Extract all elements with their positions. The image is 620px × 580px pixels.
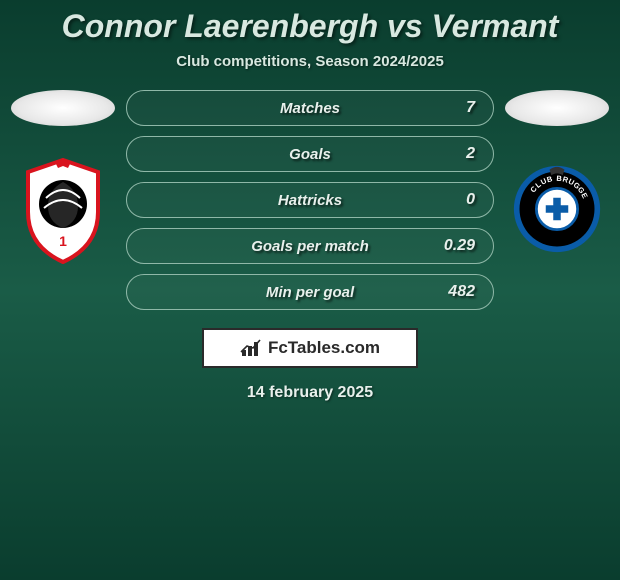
right-side: CLUB BRUGGE C L U B B R U G G E bbox=[502, 90, 612, 264]
stat-row: Goals 2 bbox=[126, 136, 494, 172]
stat-row: Min per goal 482 bbox=[126, 274, 494, 310]
stat-label: Min per goal bbox=[266, 284, 354, 301]
bar-chart-icon bbox=[240, 338, 262, 358]
antwerp-shield-icon: 1 bbox=[18, 154, 108, 264]
club-badge-right: CLUB BRUGGE C L U B B R U G G E bbox=[512, 154, 602, 264]
stats-column: Matches 7 Goals 2 Hattricks 0 Goals per … bbox=[118, 90, 502, 320]
stat-value: 0.29 bbox=[444, 237, 475, 255]
stat-label: Hattricks bbox=[278, 192, 342, 209]
left-side: 1 bbox=[8, 90, 118, 264]
date-text: 14 february 2025 bbox=[0, 384, 620, 402]
stat-label: Goals per match bbox=[251, 238, 369, 255]
svg-text:1: 1 bbox=[59, 233, 67, 249]
brand-text: FcTables.com bbox=[268, 338, 380, 358]
club-badge-left: 1 bbox=[18, 154, 108, 264]
stat-row: Goals per match 0.29 bbox=[126, 228, 494, 264]
content-row: 1 Matches 7 Goals 2 Hattricks 0 Goals pe… bbox=[0, 70, 620, 320]
stat-value: 2 bbox=[466, 145, 475, 163]
stat-label: Matches bbox=[280, 100, 340, 117]
stat-value: 7 bbox=[466, 99, 475, 117]
stat-value: 0 bbox=[466, 191, 475, 209]
page-title: Connor Laerenbergh vs Vermant bbox=[0, 0, 620, 45]
brand-box: FcTables.com bbox=[202, 328, 418, 368]
stat-row: Matches 7 bbox=[126, 90, 494, 126]
player-photo-left bbox=[11, 90, 115, 126]
player-photo-right bbox=[505, 90, 609, 126]
stat-value: 482 bbox=[448, 283, 475, 301]
stat-row: Hattricks 0 bbox=[126, 182, 494, 218]
page-subtitle: Club competitions, Season 2024/2025 bbox=[0, 53, 620, 70]
brugge-badge-icon: CLUB BRUGGE C L U B B R U G G E bbox=[512, 161, 602, 257]
stat-label: Goals bbox=[289, 146, 331, 163]
